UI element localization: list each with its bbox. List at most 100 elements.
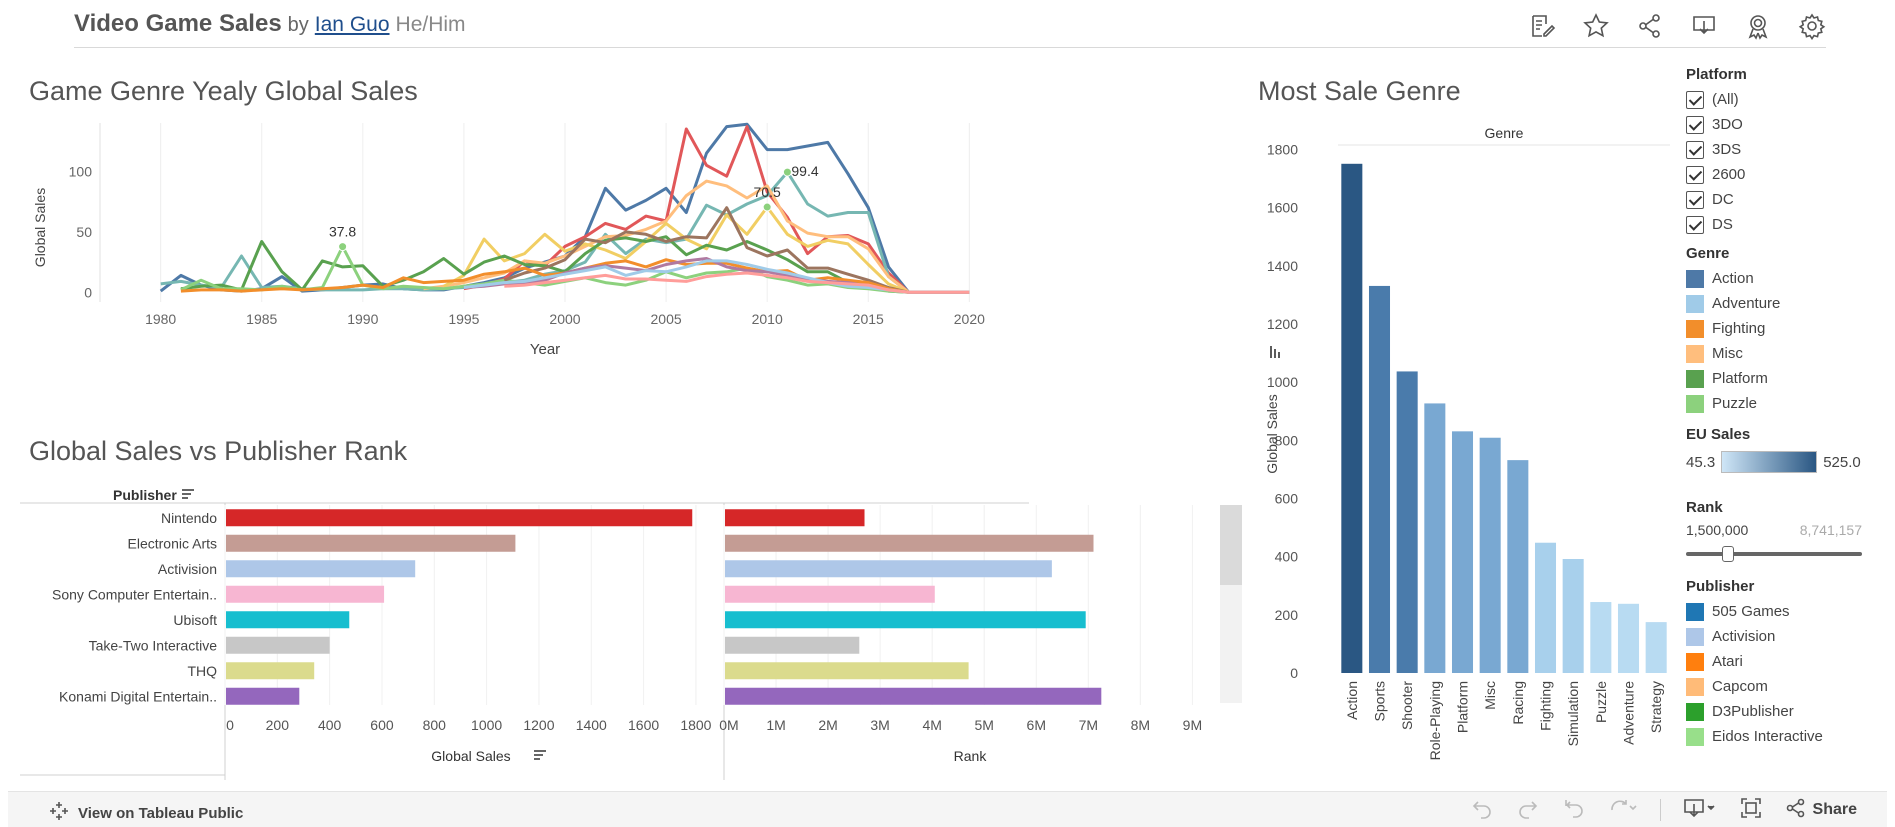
publisher-legend-label: Capcom bbox=[1712, 678, 1768, 695]
publisher-bar-0-6[interactable] bbox=[226, 662, 315, 680]
genre-bar-1[interactable] bbox=[1368, 285, 1391, 673]
genre-bar-4[interactable] bbox=[1451, 431, 1474, 673]
download-menu-icon[interactable] bbox=[1683, 796, 1717, 825]
publisher-legend-item[interactable]: D3Publisher bbox=[1686, 699, 1886, 724]
view-on-tableau-link[interactable]: View on Tableau Public bbox=[48, 800, 243, 826]
publisher-bar-0-0[interactable] bbox=[226, 509, 693, 527]
publisher-bar-0-4[interactable] bbox=[226, 611, 350, 629]
platform-option[interactable]: 3DS bbox=[1686, 137, 1886, 162]
publisher-bar-1-6[interactable] bbox=[725, 662, 969, 680]
refresh-icon[interactable] bbox=[1608, 796, 1638, 825]
genre-sales-bar-chart[interactable]: Genre 0 200 400 600 800 1000 1200 1400 1600 1800 Gl… bbox=[1258, 115, 1678, 785]
publisher-label: Activision bbox=[158, 561, 217, 577]
x-tick-label: 600 bbox=[370, 717, 394, 733]
y-tick-label: 800 bbox=[1275, 432, 1299, 448]
genre-bar-8[interactable] bbox=[1562, 559, 1584, 673]
platform-option[interactable]: 3DO bbox=[1686, 112, 1886, 137]
sort-icon[interactable] bbox=[534, 750, 546, 760]
checkbox[interactable] bbox=[1686, 140, 1704, 159]
platform-option[interactable]: (All) bbox=[1686, 87, 1886, 112]
genre-legend-label: Puzzle bbox=[1712, 395, 1758, 412]
genre-bar-9[interactable] bbox=[1590, 602, 1612, 673]
rank-slider-handle[interactable] bbox=[1722, 546, 1734, 562]
genre-series-line-5[interactable] bbox=[180, 235, 970, 294]
genre-category-label: Adventure bbox=[1621, 681, 1637, 745]
genre-legend-item[interactable]: Fighting bbox=[1686, 316, 1886, 341]
publisher-legend-item[interactable]: Activision bbox=[1686, 624, 1886, 649]
platform-option[interactable]: DC bbox=[1686, 187, 1886, 212]
publisher-bar-0-3[interactable] bbox=[226, 585, 385, 603]
undo-icon[interactable] bbox=[1470, 796, 1494, 825]
gear-icon[interactable] bbox=[1798, 12, 1826, 45]
publisher-bar-0-7[interactable] bbox=[226, 687, 300, 705]
publisher-bar-0-1[interactable] bbox=[226, 534, 516, 552]
badge-icon[interactable] bbox=[1744, 12, 1772, 45]
edit-icon[interactable] bbox=[1528, 12, 1556, 45]
platform-option[interactable]: DS bbox=[1686, 212, 1886, 237]
fullscreen-icon[interactable] bbox=[1739, 796, 1763, 825]
checkbox[interactable] bbox=[1686, 115, 1704, 134]
publisher-legend-item[interactable]: Eidos Interactive bbox=[1686, 724, 1886, 749]
annotation-label: 70.5 bbox=[754, 184, 781, 200]
rank-slider[interactable] bbox=[1686, 542, 1862, 564]
genre-bar-6[interactable] bbox=[1507, 460, 1529, 673]
publisher-bar-1-1[interactable] bbox=[725, 534, 1094, 552]
genre-legend-item[interactable]: Action bbox=[1686, 266, 1886, 291]
publisher-bar-1-7[interactable] bbox=[725, 687, 1102, 705]
genre-category-label: Platform bbox=[1455, 681, 1471, 733]
genre-bar-11[interactable] bbox=[1645, 622, 1667, 673]
x-tick-label: 0 bbox=[226, 717, 234, 733]
share-icon[interactable] bbox=[1636, 12, 1664, 45]
share-button[interactable]: Share bbox=[1785, 797, 1857, 824]
checkbox[interactable] bbox=[1686, 90, 1704, 109]
platform-option[interactable]: 2600 bbox=[1686, 162, 1886, 187]
color-swatch bbox=[1686, 652, 1704, 671]
genre-legend-item[interactable]: Adventure bbox=[1686, 291, 1886, 316]
genre-legend-item[interactable]: Puzzle bbox=[1686, 391, 1886, 416]
genre-bar-2[interactable] bbox=[1396, 371, 1418, 673]
publisher-bar-1-3[interactable] bbox=[725, 585, 935, 603]
redo-icon[interactable] bbox=[1516, 796, 1540, 825]
scrollbar-thumb[interactable] bbox=[1220, 505, 1242, 585]
genre-bar-5[interactable] bbox=[1479, 437, 1501, 673]
publisher-bar-0-2[interactable] bbox=[226, 560, 416, 578]
genre-bar-10[interactable] bbox=[1617, 603, 1640, 673]
line-chart-title: Game Genre Yealy Global Sales bbox=[29, 76, 418, 106]
genre-series-line-11[interactable] bbox=[504, 271, 970, 294]
publisher-legend-item[interactable]: Atari bbox=[1686, 649, 1886, 674]
genre-legend-item[interactable]: Misc bbox=[1686, 341, 1886, 366]
checkbox[interactable] bbox=[1686, 215, 1704, 234]
genre-bar-0[interactable] bbox=[1341, 163, 1363, 673]
download-icon[interactable] bbox=[1690, 12, 1718, 45]
publisher-sales-rank-chart[interactable]: Publisher Nintendo Electronic Arts Activisi… bbox=[20, 480, 1250, 780]
revert-icon[interactable] bbox=[1562, 796, 1586, 825]
genre-bar-7[interactable] bbox=[1534, 542, 1557, 673]
color-swatch bbox=[1686, 369, 1704, 388]
checkbox[interactable] bbox=[1686, 190, 1704, 209]
publisher-legend-label: D3Publisher bbox=[1712, 703, 1794, 720]
publisher-bar-1-2[interactable] bbox=[725, 560, 1052, 578]
color-swatch bbox=[1686, 344, 1704, 363]
publisher-legend-item[interactable]: Capcom bbox=[1686, 674, 1886, 699]
x-tick-label: 5M bbox=[974, 717, 993, 733]
sort-icon[interactable] bbox=[182, 489, 194, 499]
genre-bar-3[interactable] bbox=[1424, 403, 1446, 673]
genre-series-line-4[interactable] bbox=[442, 205, 970, 294]
publisher-bar-1-4[interactable] bbox=[725, 611, 1086, 629]
genre-chart-title: Most Sale Genre bbox=[1258, 76, 1461, 106]
author-link[interactable]: Ian Guo bbox=[314, 13, 390, 36]
sort-icon[interactable] bbox=[1270, 346, 1280, 358]
publisher-legend-item[interactable]: 505 Games bbox=[1686, 599, 1886, 624]
genre-yearly-sales-chart[interactable]: 1980 1985 1990 1995 2000 2005 2010 2015 2020 0 50 1… bbox=[20, 115, 1250, 415]
genre-category-label: Action bbox=[1344, 681, 1360, 720]
publisher-bar-1-0[interactable] bbox=[725, 509, 865, 527]
publisher-bar-0-5[interactable] bbox=[226, 636, 330, 654]
star-icon[interactable] bbox=[1582, 12, 1610, 45]
publisher-bar-1-5[interactable] bbox=[725, 636, 860, 654]
y-tick-label: 0 bbox=[84, 284, 92, 300]
genre-series-line-3[interactable] bbox=[423, 179, 970, 294]
checkbox[interactable] bbox=[1686, 165, 1704, 184]
color-swatch bbox=[1686, 727, 1704, 746]
platform-option-label: 3DO bbox=[1712, 116, 1743, 133]
genre-legend-item[interactable]: Platform bbox=[1686, 366, 1886, 391]
